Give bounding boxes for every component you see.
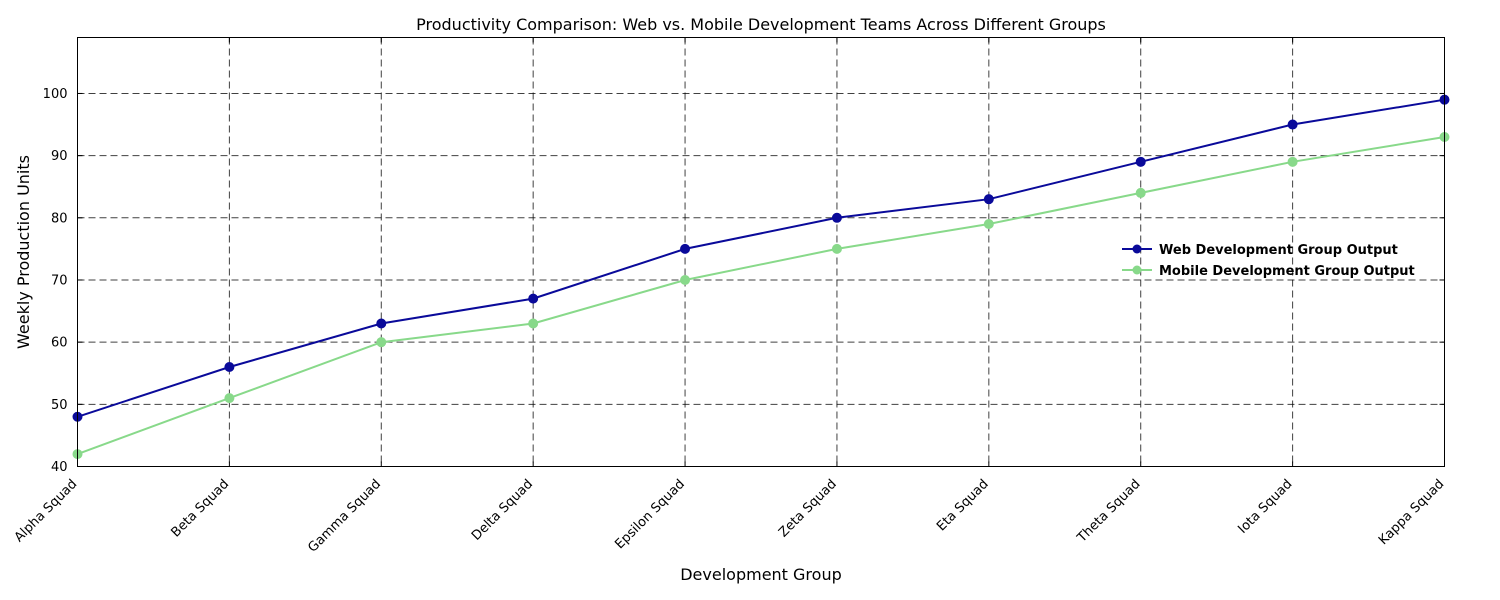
- series-line: [77, 98, 1445, 418]
- y-tick-label: 50: [51, 398, 68, 413]
- x-axis-title: Development Group: [680, 565, 842, 584]
- x-tick-label: Eta Squad: [934, 477, 992, 535]
- data-point: [1287, 156, 1298, 167]
- data-point: [1135, 187, 1146, 198]
- legend-item: Mobile Development Group Output: [1122, 264, 1415, 279]
- x-tick-label: Alpha Squad: [12, 477, 81, 546]
- x-axis: Alpha Squad Beta Squad Gamma Squad Delta Sq…: [12, 37, 1447, 556]
- data-point: [831, 243, 842, 254]
- data-point: [376, 318, 387, 329]
- data-point: [1135, 156, 1146, 167]
- legend-label: Web Development Group Output: [1159, 243, 1398, 258]
- y-tick-label: 100: [43, 87, 68, 102]
- y-tick-label: 40: [51, 460, 68, 475]
- legend: Web Development Group Output Mobile Devel…: [1122, 243, 1415, 279]
- series-line: [77, 136, 1445, 456]
- series-1: [72, 94, 1450, 422]
- data-point: [224, 362, 235, 373]
- x-tick-label: Zeta Squad: [776, 477, 840, 541]
- x-tick-label: Epsilon Squad: [612, 477, 687, 552]
- y-axis-title: Weekly Production Units: [14, 155, 33, 349]
- chart-title: Productivity Comparison: Web vs. Mobile …: [416, 15, 1106, 34]
- x-tick-label: Theta Squad: [1074, 477, 1144, 547]
- y-tick-label: 80: [51, 211, 68, 226]
- data-point: [1287, 119, 1298, 130]
- x-tick-label: Iota Squad: [1235, 477, 1295, 537]
- legend-label: Mobile Development Group Output: [1159, 264, 1415, 279]
- x-tick-label: Beta Squad: [169, 477, 233, 541]
- data-point: [983, 194, 994, 205]
- legend-marker: [1132, 265, 1142, 275]
- data-point: [680, 274, 691, 285]
- legend-marker: [1132, 244, 1142, 254]
- series-layer: [72, 94, 1450, 460]
- data-point: [528, 318, 539, 329]
- legend-item: Web Development Group Output: [1122, 243, 1398, 258]
- plot-frame: [77, 37, 1445, 467]
- y-tick-label: 90: [51, 149, 68, 164]
- y-tick-label: 60: [51, 336, 68, 351]
- data-point: [224, 393, 235, 404]
- data-point: [983, 219, 994, 230]
- data-point: [376, 337, 387, 348]
- x-tick-label: Kappa Squad: [1376, 477, 1447, 548]
- y-tick-label: 70: [51, 273, 68, 288]
- y-axis: 40 50 60 70 80 90 100: [43, 87, 1445, 475]
- series-2: [72, 131, 1450, 460]
- data-point: [831, 212, 842, 223]
- data-point: [680, 243, 691, 254]
- data-point: [528, 293, 539, 304]
- x-tick-label: Gamma Squad: [305, 477, 384, 556]
- x-tick-label: Delta Squad: [469, 477, 536, 544]
